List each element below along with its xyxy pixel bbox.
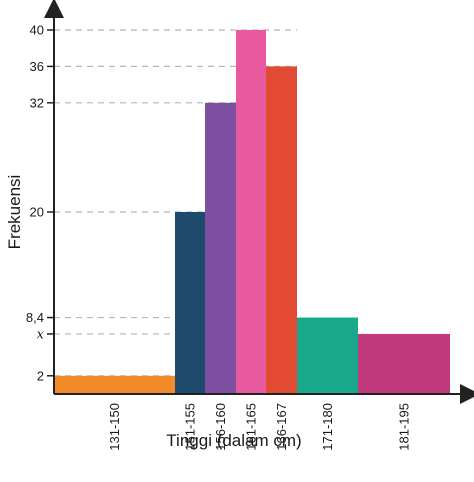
y-tick-label: 2 [37, 368, 44, 383]
y-tick-label: 36 [30, 59, 44, 74]
bar-151-155 [175, 212, 205, 394]
bar-181-195 [358, 333, 450, 394]
x-tick-label: 161-165 [244, 403, 259, 451]
bar-161-165 [236, 30, 266, 394]
bars [54, 30, 450, 395]
y-tick-labels: 2 x 8,4 20 32 36 40 [26, 23, 54, 383]
y-tick-label: 20 [30, 205, 44, 220]
y-tick-label: 40 [30, 23, 44, 38]
y-axis-title: Frekuensi [5, 175, 24, 250]
x-tick-label: 166-167 [274, 403, 289, 451]
x-tick-label: 131-150 [107, 403, 122, 451]
x-axis-title: Tinggi (dalam cm) [166, 431, 301, 450]
y-tick-label: 32 [30, 95, 44, 110]
x-tick-labels: 131-150 151-155 156-160 161-165 166-167 171-1… [107, 403, 412, 451]
x-tick-label: 156-160 [213, 403, 228, 451]
x-tick-label: 151-155 [183, 403, 198, 451]
bar-166-167 [266, 66, 297, 395]
bar-156-160 [205, 102, 236, 395]
bar-171-180 [297, 317, 358, 394]
bar-131-150 [54, 375, 175, 394]
y-tick-label: x [37, 327, 45, 342]
x-tick-label: 181-195 [397, 403, 412, 451]
x-tick-label: 171-180 [320, 403, 335, 451]
y-tick-label: 8,4 [26, 310, 44, 325]
